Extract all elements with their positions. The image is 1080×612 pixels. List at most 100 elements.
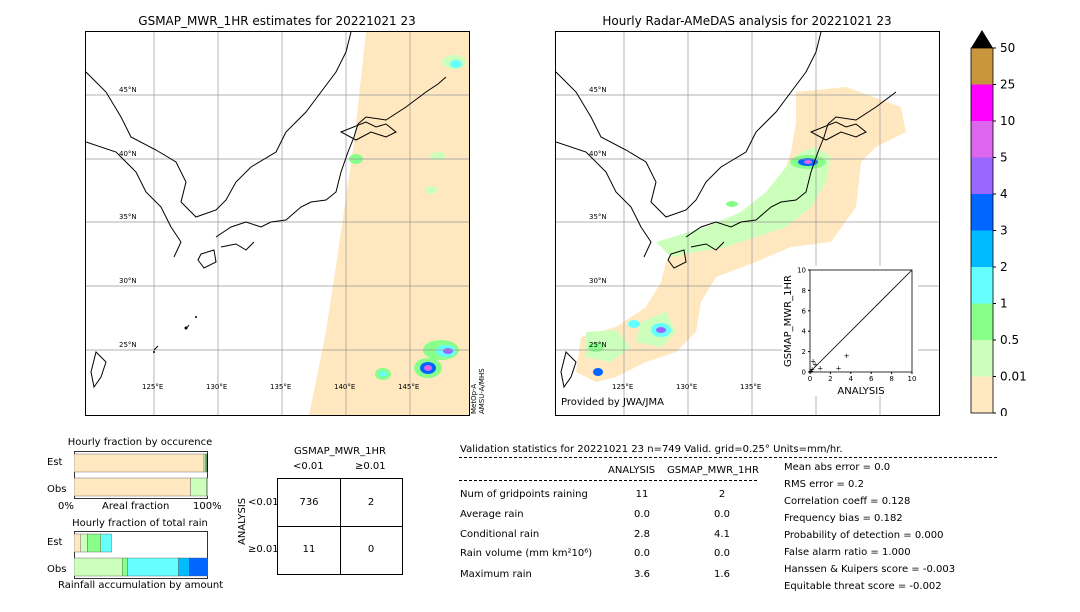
occurrence-xmax: 100% [193,501,222,512]
colorbar-segment [971,48,993,85]
bar-segment [122,557,128,577]
lat-label: 45°N [589,86,607,94]
occurrence-svg [74,451,208,499]
score-hk: Hanssen & Kuipers score = -0.003 [784,564,956,575]
stat-gsmap: 2 [718,489,726,500]
bar-segment [74,533,81,553]
occurrence-est-label: Est [47,457,63,468]
lat-label: 35°N [589,213,607,221]
colorbar-label: 0.01 [1000,370,1027,384]
lon-label: 145°E [398,383,420,391]
contingency-row-ge: ≥0.01 [248,544,279,555]
scatter-point: + [817,364,823,372]
score-bias: Frequency bias = 0.182 [784,513,903,524]
stat-label: Conditional rain [460,529,540,540]
right-map-svg [556,32,939,415]
scatter-ytick-label: 2 [802,348,806,356]
stat-label: Average rain [460,509,524,520]
occurrence-chart [74,451,208,499]
scatter-ytick-label: 10 [797,267,806,275]
lon-label: 130°E [676,383,698,391]
contingency-side-label: ANALYSIS [237,497,248,545]
lat-label: 25°N [589,341,607,349]
lat-label: 40°N [119,150,137,158]
rain-patch [450,60,462,68]
right-map-title: Hourly Radar-AMeDAS analysis for 2022102… [602,14,892,28]
left-map-svg [86,32,469,415]
stat-label: Rain volume (mm km²10⁶) [460,548,593,559]
scatter-ytick-label: 4 [802,328,807,336]
cell-miss: 11 [302,544,316,555]
scatter-point: + [812,360,818,368]
occurrence-obs-label: Obs [47,484,67,495]
score-list: Mean abs error = 0.0 RMS error = 0.2 Cor… [784,462,1014,602]
rain-patch [443,348,453,354]
score-corr: Correlation coeff = 0.128 [784,496,911,507]
rain-patch [425,186,437,194]
rain-patch [379,371,387,377]
scatter-ytick-label: 8 [802,287,806,295]
validation-divider [459,480,757,481]
stat-label: Num of gridpoints raining [460,489,588,500]
totalrain-est-label: Est [47,537,63,548]
colorbar-segment [971,303,993,340]
occurrence-xmin: 0% [58,501,74,512]
scatter-xtick-label: 6 [869,375,874,383]
table-divider [278,526,402,527]
lat-label: 30°N [589,277,607,285]
colorbar-segment [971,340,993,377]
colorbar-segment [971,267,993,304]
score-rmse: RMS error = 0.2 [784,479,864,490]
occurrence-xlabel: Areal fraction [102,501,170,512]
scatter-diagonal [809,269,913,373]
rain-patch [593,368,603,376]
stat-analysis: 3.6 [634,569,650,580]
contingency-title: GSMAP_MWR_1HR [294,446,386,457]
score-far: False alarm ratio = 1.000 [784,547,911,558]
validation-divider [459,457,997,458]
stat-gsmap: 4.1 [714,529,730,540]
colorbar-segment [971,157,993,194]
colorbar-label: 10 [1000,114,1015,128]
scatter-point: + [809,365,815,373]
rain-patch [588,342,604,352]
lat-label: 30°N [119,277,137,285]
stat-gsmap: 1.6 [714,569,730,580]
bar-segment [74,453,205,473]
scatter-xlabel: ANALYSIS [837,386,884,396]
colorbar-segment [971,376,993,413]
bar-segment [178,557,190,577]
lat-label: 35°N [119,213,137,221]
colorbar-segment [971,194,993,231]
lat-label: 40°N [589,150,607,158]
colorbar: 50 25 10 5 4 3 2 1 0.5 0.01 0 [970,30,1030,416]
scatter-xtick-label: 0 [808,375,812,383]
colorbar-label: 0 [1000,406,1008,416]
bar-segment [74,477,191,497]
bar-segment [100,533,112,553]
rain-band [586,330,631,362]
small-islands [153,316,197,353]
scatter-ytick-label: 6 [802,307,807,315]
left-map-title: GSMAP_MWR_1HR estimates for 20221021 23 [138,14,416,28]
stat-analysis: 11 [635,489,649,500]
rain-patch [430,152,446,160]
lon-label: 135°E [740,383,762,391]
stat-gsmap: 0.0 [714,509,730,520]
rain-patch [656,327,666,333]
bar-segment [206,453,208,473]
col-analysis: ANALYSIS [608,465,656,476]
score-ets: Equitable threat score = -0.002 [784,581,942,592]
stat-label: Maximum rain [460,569,532,580]
lon-label: 135°E [270,383,292,391]
scatter-point: + [844,352,850,360]
score-pod: Probability of detection = 0.000 [784,530,944,541]
totalrain-title: Hourly fraction of total rain [72,518,208,529]
bar-segment [205,453,207,473]
bar-segment [74,557,123,577]
scatter-xtick-label: 2 [828,375,832,383]
colorbar-label: 50 [1000,41,1015,55]
totalrain-xlabel: Rainfall accumulation by amount [58,580,224,591]
satellite-label: MetOp-A AMSU-A/MHS [470,368,486,414]
validation-header: Validation statistics for 20221021 23 n=… [460,444,843,455]
